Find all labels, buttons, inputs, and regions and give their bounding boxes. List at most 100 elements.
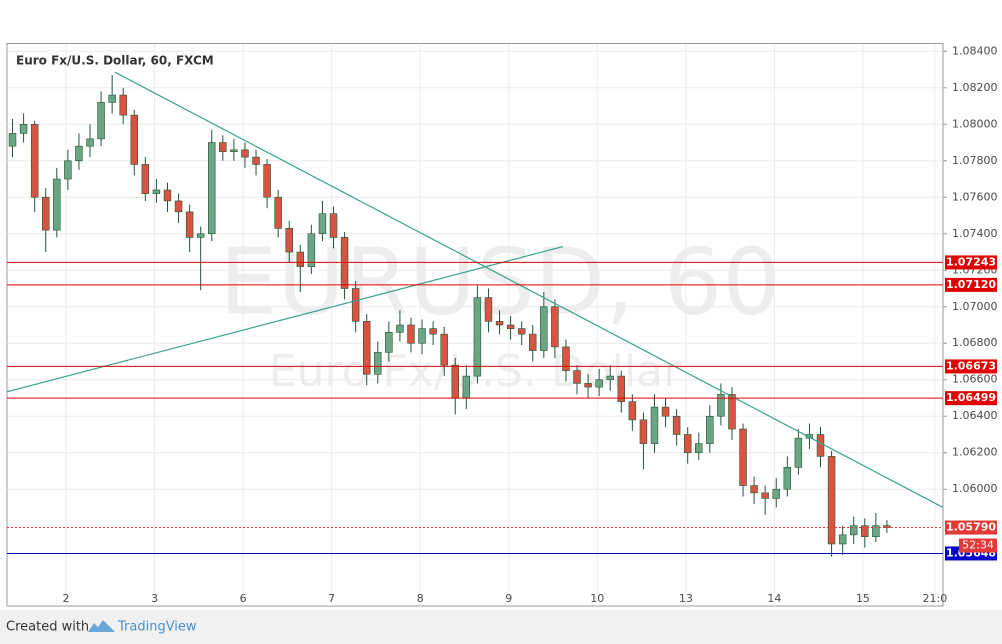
candle-body — [451, 364, 459, 399]
candle-body — [717, 394, 725, 417]
candle-body — [805, 434, 814, 439]
candle-body — [219, 142, 227, 152]
candle-body — [374, 352, 382, 375]
price-label: 1.06673 — [946, 359, 996, 372]
candle-body — [385, 331, 393, 353]
price-axis: 1.06000 1.06200 1.06400 1.06600 1.06800 1.070… — [63, 44, 998, 605]
y-tick-label: 1.07000 — [952, 300, 998, 313]
trendline — [114, 71, 943, 508]
price-label-box — [945, 520, 997, 535]
price-label-box — [945, 391, 997, 406]
candle-body — [130, 114, 139, 165]
candle-body — [584, 383, 592, 388]
candle-body — [551, 306, 559, 348]
candle-body — [152, 189, 161, 194]
candle-body — [883, 525, 891, 528]
candle-body — [274, 196, 282, 229]
countdown-box — [959, 538, 997, 553]
footer-brand[interactable]: TradingView — [117, 620, 197, 635]
candle-body — [772, 488, 780, 499]
candle-body — [64, 160, 72, 180]
candle-body — [794, 437, 803, 468]
candle-body — [296, 251, 305, 267]
x-tick-label: 10 — [590, 592, 604, 605]
candle-body — [263, 164, 271, 198]
x-tick-label: 9 — [505, 592, 512, 605]
candle-body — [42, 196, 50, 231]
y-tick-label: 1.08400 — [952, 44, 998, 57]
x-tick-label: 3 — [151, 592, 158, 605]
candle-body — [473, 297, 482, 377]
plot-frame — [6, 43, 944, 607]
candle-body — [97, 102, 105, 140]
candle-body — [8, 133, 17, 147]
candle-body — [617, 375, 626, 402]
candle-body — [196, 233, 205, 238]
candle-body — [816, 434, 825, 457]
y-tick-label: 1.08000 — [952, 117, 998, 130]
candle-body — [728, 394, 736, 430]
candle-body — [329, 213, 338, 238]
candle-body — [108, 94, 116, 103]
footer-bar — [0, 610, 1002, 644]
candle-body — [495, 321, 504, 326]
candle-body — [761, 492, 769, 499]
y-tick-label: 1.08200 — [952, 81, 998, 94]
candle-body — [861, 525, 869, 537]
trendline — [7, 245, 564, 393]
plot — [7, 71, 943, 557]
candle-body — [484, 297, 493, 322]
candle-body — [285, 227, 293, 253]
candle-body — [174, 200, 183, 213]
y-tick-label: 1.07600 — [952, 190, 998, 203]
candle-body — [872, 525, 880, 537]
candle-body — [407, 324, 415, 344]
x-tick-label: 14 — [767, 592, 781, 605]
price-label-box — [945, 277, 997, 292]
candle-body — [53, 178, 61, 231]
price-label: 1.05790 — [946, 521, 996, 534]
price-label: 1.06499 — [946, 391, 996, 404]
logo — [88, 620, 115, 632]
candle-body — [683, 434, 692, 454]
candle-body — [827, 456, 836, 545]
x-tick-label: 2 — [63, 592, 70, 605]
x-tick-label: 21:0 — [923, 592, 948, 605]
candle-body — [739, 428, 747, 486]
candle-body — [141, 164, 150, 194]
candle-body — [562, 346, 570, 371]
candle-body — [396, 324, 404, 333]
candle-body — [672, 415, 681, 435]
candle-body — [540, 306, 548, 351]
candle-body — [606, 375, 614, 381]
y-tick-label: 1.06400 — [952, 409, 998, 422]
x-tick-label: 6 — [240, 592, 247, 605]
x-tick-label: 13 — [679, 592, 693, 605]
y-tick-label: 1.06200 — [952, 446, 998, 459]
price-label: 1.07243 — [946, 255, 996, 268]
y-tick-label: 1.07400 — [952, 227, 998, 240]
candle-body — [429, 328, 437, 335]
price-label-box — [945, 255, 997, 270]
candle-body — [119, 94, 127, 116]
candle-body — [163, 189, 172, 202]
candle-body — [783, 467, 792, 490]
candle-body — [230, 149, 238, 152]
price-label-box — [945, 359, 997, 374]
y-tick-label: 1.06600 — [952, 373, 998, 386]
countdown: 52:34 — [962, 539, 994, 552]
chart-title: Euro Fx/U.S. Dollar, 60, FXCM — [16, 54, 214, 68]
y-tick-label: 1.06800 — [952, 336, 998, 349]
footer-text: Created with — [6, 620, 89, 635]
candle-body — [506, 324, 515, 329]
candle-body — [30, 123, 39, 198]
x-tick-label: 7 — [328, 592, 335, 605]
candle-body — [695, 443, 703, 454]
candle-body — [750, 485, 758, 494]
candle-body — [440, 333, 448, 366]
y-tick-label: 1.06000 — [952, 482, 998, 495]
price-label: 1.07120 — [946, 278, 996, 291]
y-tick-label: 1.07800 — [952, 154, 998, 167]
candle-body — [595, 379, 603, 388]
